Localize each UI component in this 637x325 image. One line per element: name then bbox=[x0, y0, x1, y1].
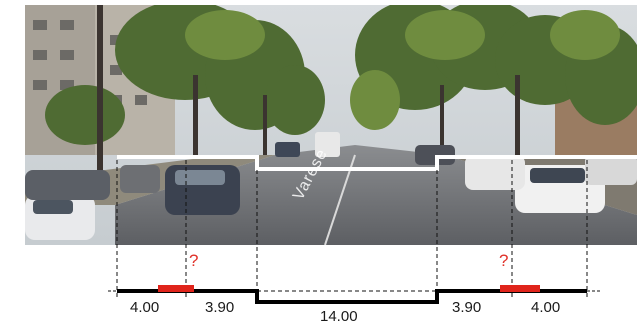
dimension-left-parking: 3.90 bbox=[205, 299, 235, 316]
dimension-carriageway: 14.00 bbox=[320, 308, 358, 325]
dimension-right-parking: 3.90 bbox=[452, 299, 482, 316]
section-profile-line bbox=[117, 289, 587, 304]
street-scene-illustration bbox=[25, 5, 637, 245]
dimension-left-sidewalk: 4.00 bbox=[130, 299, 160, 316]
left-highlight-bar bbox=[158, 285, 194, 292]
street-photo bbox=[25, 5, 637, 245]
parked-cars-left bbox=[25, 165, 240, 240]
distant-van bbox=[315, 132, 340, 157]
right-question-marker: ? bbox=[499, 251, 509, 270]
left-question-marker: ? bbox=[189, 251, 199, 270]
dimension-right-sidewalk: 4.00 bbox=[531, 299, 561, 316]
right-highlight-bar bbox=[500, 285, 540, 292]
lamp-pole bbox=[97, 5, 103, 195]
